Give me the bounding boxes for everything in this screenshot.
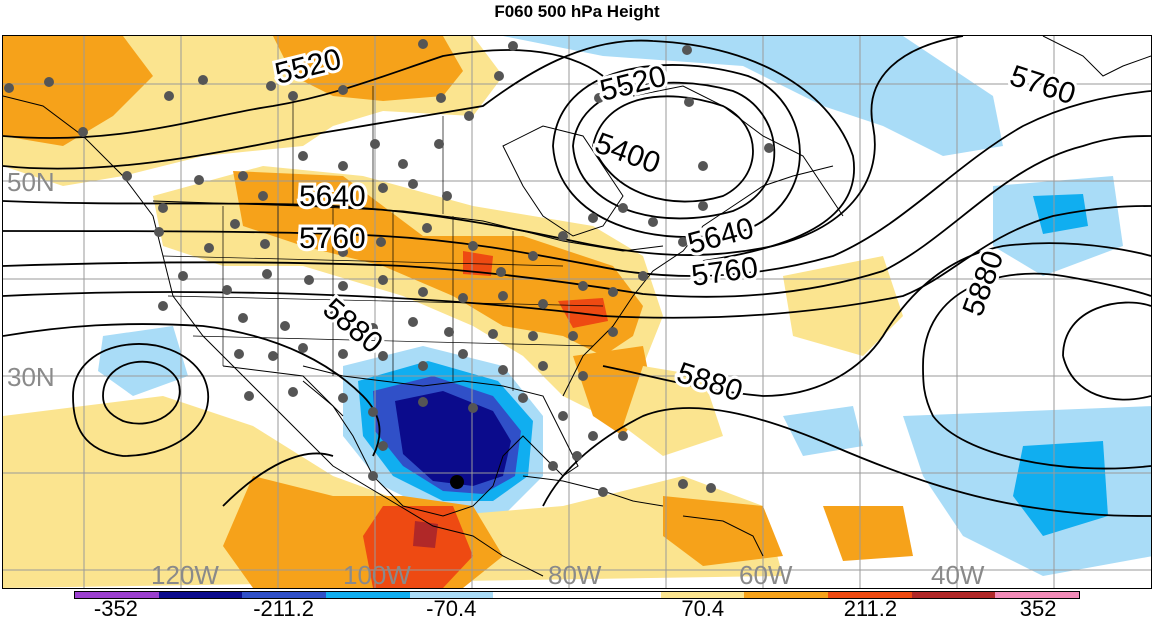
lon-label: 100W <box>343 560 411 588</box>
colorbar-label: 70.4 <box>681 596 725 621</box>
lon-label: 80W <box>548 560 602 588</box>
contour-5640 <box>3 36 964 256</box>
colorbar-swatch <box>75 592 159 598</box>
map-title: F060 500 hPa Height <box>494 2 660 21</box>
lon-label: 60W <box>739 560 793 588</box>
coastline-gulf <box>302 365 579 517</box>
colorbar-label: 352 <box>1019 596 1057 621</box>
colorbar-label: -70.4 <box>426 596 477 621</box>
negative-anomaly-area <box>1013 441 1108 536</box>
lat-lon-grid <box>3 36 1151 588</box>
lat-label: 30N <box>7 362 55 392</box>
colorbar-swatch <box>995 592 1080 598</box>
positive-anomaly-area <box>463 251 493 276</box>
contour-label: 5880 <box>957 246 1011 320</box>
contour-south <box>222 407 1151 517</box>
positive-anomaly-area <box>363 506 473 588</box>
contour-label: 5760 <box>1006 59 1080 111</box>
negative-anomaly-area <box>783 406 863 456</box>
contour-5760 <box>3 135 1151 298</box>
border-us-canada <box>152 200 664 252</box>
contour-low-pacific <box>72 343 210 457</box>
coastline-east <box>562 165 834 397</box>
colorbar-label: -352 <box>93 596 138 621</box>
colorbar-labels: -352 -211.2 -70.4 70.4 211.2 352 <box>0 596 1154 622</box>
contour-high-pacific <box>102 360 181 425</box>
coastline-hudson <box>502 125 624 237</box>
contour-label: 5520 <box>597 60 670 108</box>
coastline-caribbean <box>682 515 764 557</box>
contour-5520-low <box>552 64 801 238</box>
colorbar-swatch <box>828 592 912 598</box>
weather-map: 5520 5520 5400 5640 5640 5760 5760 5760 … <box>2 35 1152 589</box>
positive-anomaly-area <box>103 406 193 506</box>
contour-label: 5640 <box>299 180 366 213</box>
contour-5400 <box>592 95 754 203</box>
colorbar-swatch <box>911 592 996 598</box>
contour-5580 <box>3 39 855 262</box>
positive-anomaly-area <box>3 36 153 146</box>
contour-5700 <box>3 90 1151 277</box>
contour-high-atlantic <box>1062 301 1151 401</box>
positive-anomaly-area <box>623 366 723 456</box>
lon-label: 120W <box>151 560 219 588</box>
colorbar-swatch <box>577 592 661 598</box>
colorbar-swatch <box>242 592 327 598</box>
coastline-greenland <box>1042 36 1151 77</box>
colorbar-swatch <box>660 592 745 598</box>
axis-labels: 50N 30N 120W 100W 80W 60W 40W <box>7 167 985 588</box>
colorbar-swatch <box>326 592 410 598</box>
anomaly-shading <box>3 36 1151 588</box>
coastline-labrador <box>632 85 844 217</box>
contour-lower-east <box>922 272 1151 470</box>
station-markers <box>4 39 774 497</box>
lon-label: 40W <box>931 560 985 588</box>
coastlines <box>3 36 1151 577</box>
positive-anomaly-area <box>413 521 438 548</box>
colorbar-swatch <box>493 592 578 598</box>
positive-anomaly-area <box>663 496 783 566</box>
negative-anomaly-area <box>503 36 1003 156</box>
coastline-west <box>3 95 544 577</box>
colorbar-label: 211.2 <box>843 596 898 621</box>
contour-label: 5760 <box>299 222 366 255</box>
positive-anomaly-area <box>3 396 783 588</box>
positive-anomaly-area <box>273 36 463 101</box>
colorbar-label: -211.2 <box>253 596 314 621</box>
colorbar-swatch <box>409 592 494 598</box>
contour-label: 5880 <box>317 292 389 360</box>
colorbar-swatch <box>744 592 829 598</box>
negative-anomaly-area <box>395 391 511 486</box>
lat-label: 50N <box>7 167 55 197</box>
colorbar <box>74 591 1080 599</box>
colorbar-swatch <box>158 592 243 598</box>
border-us-mexico <box>222 365 344 417</box>
contour-label: 5400 <box>591 127 665 181</box>
map-canvas: 5520 5520 5400 5640 5640 5760 5760 5760 … <box>3 36 1151 588</box>
analysis-point-marker <box>450 475 464 489</box>
positive-anomaly-area <box>823 506 913 561</box>
